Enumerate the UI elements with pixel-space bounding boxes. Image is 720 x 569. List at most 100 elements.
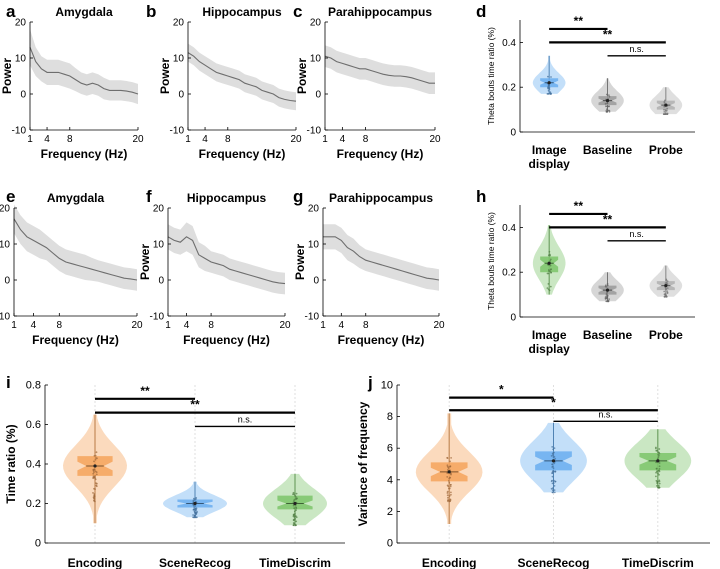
data-point (194, 509, 197, 512)
data-point (547, 288, 550, 291)
data-point (447, 499, 449, 502)
y-axis-label: Power (293, 244, 307, 280)
category-label: TimeDiscrim (622, 556, 694, 569)
data-point (608, 110, 611, 113)
data-point (666, 107, 669, 110)
panel-letter: f (146, 187, 152, 206)
median-dot (547, 81, 551, 85)
data-point (608, 95, 611, 98)
y-axis-label: Variance of frequency (356, 401, 370, 526)
data-point (93, 495, 96, 498)
x-axis-label: Frequency (Hz) (183, 333, 270, 347)
data-point (657, 484, 660, 487)
data-point (92, 475, 95, 478)
data-point (447, 467, 450, 470)
data-point (192, 504, 195, 507)
x-tick-label: 8 (363, 134, 369, 145)
data-point (656, 482, 659, 485)
data-point (658, 473, 660, 476)
y-tick-label: 6 (387, 443, 393, 455)
y-tick-label: 10 (173, 54, 185, 65)
data-point (551, 489, 554, 492)
data-point (292, 493, 294, 496)
data-point (449, 498, 452, 501)
data-point (605, 297, 608, 300)
data-point (665, 288, 667, 291)
data-point (449, 500, 451, 503)
data-point (292, 500, 295, 502)
data-point (450, 493, 452, 496)
data-point (663, 108, 665, 111)
data-point (93, 476, 95, 479)
data-point (655, 475, 657, 478)
x-tick-label: 1 (322, 134, 328, 145)
panel-title: Amygdala (47, 191, 105, 205)
data-point (449, 460, 451, 463)
significance-label: ** (574, 14, 584, 28)
data-point (95, 482, 97, 485)
data-point (657, 456, 660, 459)
data-point (546, 272, 549, 275)
data-point (192, 509, 195, 511)
data-point (551, 463, 553, 466)
data-point (664, 293, 667, 295)
y-axis-label: Theta bouts time ratio (%) (486, 27, 496, 125)
data-point (194, 505, 197, 507)
x-tick-label: 4 (202, 134, 208, 145)
x-tick-label: 20 (290, 134, 302, 145)
data-point (553, 485, 556, 487)
data-point (551, 482, 554, 485)
data-point (604, 102, 607, 105)
median-dot (656, 459, 660, 463)
data-point (196, 516, 198, 519)
category-label: Encoding (68, 556, 123, 569)
y-tick-label: 0.2 (502, 83, 516, 94)
data-point (549, 264, 552, 267)
panel-title: Parahippocampus (328, 5, 432, 19)
data-point (553, 447, 556, 449)
x-axis-label: Frequency (Hz) (32, 333, 119, 347)
y-tick-label: -10 (12, 126, 27, 137)
y-tick-label: -10 (170, 126, 185, 137)
panel-j: j 0 2 4 6 8 10 Variance of frequency Encoding Sce… (356, 373, 710, 569)
data-point (552, 456, 555, 459)
data-point (446, 472, 449, 474)
x-tick-label: 1 (320, 320, 326, 331)
median-dot (664, 284, 668, 288)
x-axis-label: Frequency (Hz) (41, 147, 128, 161)
data-point (294, 494, 296, 497)
sem-band (30, 29, 138, 105)
significance-label: ** (603, 212, 613, 226)
data-point (663, 290, 666, 293)
significance-label: * (551, 395, 556, 409)
x-tick-label: 8 (363, 320, 369, 331)
violin-1 (520, 422, 587, 494)
y-tick-label: 0 (20, 90, 26, 101)
data-point (657, 486, 659, 489)
panel-letter: d (476, 2, 486, 21)
data-point (605, 292, 608, 295)
data-point (549, 285, 552, 288)
violin-2 (263, 473, 327, 527)
data-point (447, 496, 449, 499)
x-tick-label: 20 (429, 134, 441, 145)
data-point (295, 497, 298, 500)
sem-band (325, 45, 435, 94)
data-point (655, 467, 658, 470)
data-point (655, 461, 657, 464)
x-tick-label: 20 (433, 320, 445, 331)
significance-label: ** (603, 27, 613, 41)
y-tick-label: 4 (387, 474, 393, 486)
data-point (548, 250, 551, 253)
x-tick-label: 4 (31, 320, 37, 331)
data-point (547, 87, 549, 89)
data-point (294, 518, 296, 521)
data-point (666, 287, 669, 289)
data-point (658, 486, 661, 489)
median-dot (93, 464, 97, 468)
data-point (192, 516, 195, 519)
violin-2 (624, 429, 692, 489)
